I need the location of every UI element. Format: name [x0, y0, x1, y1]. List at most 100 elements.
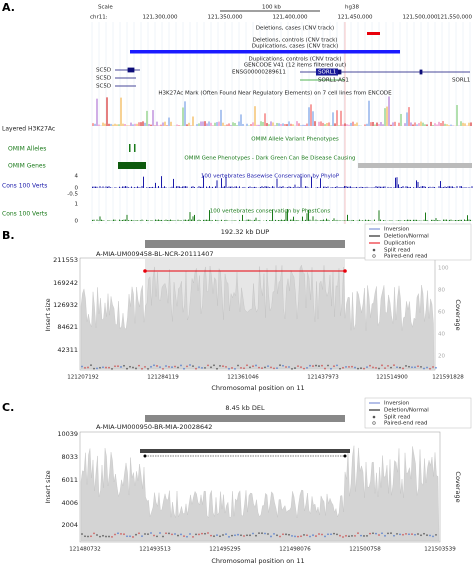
phylop-signal: [206, 186, 207, 188]
h3k27ac-signal: [378, 124, 380, 126]
phastcons-signal: [170, 219, 171, 221]
read-dot: [342, 536, 344, 538]
read-dot: [246, 364, 248, 367]
read-dot: [354, 535, 356, 537]
phylop-signal: [267, 186, 269, 188]
phylop-signal: [410, 186, 411, 188]
panel-label: B.: [2, 229, 15, 242]
phastcons-signal: [410, 219, 411, 221]
phylop-signal: [359, 187, 360, 188]
event-label: 8.45 kb DEL: [225, 404, 265, 412]
phylop-signal: [134, 187, 135, 188]
phylop-signal: [360, 186, 362, 188]
phastcons-signal: [306, 213, 308, 221]
read-dot: [246, 534, 248, 537]
phylop-signal: [143, 176, 144, 188]
phastcons-signal: [399, 220, 401, 221]
read-dot: [387, 532, 389, 535]
h3k27ac-signal: [410, 122, 412, 126]
phastcons-signal: [180, 220, 182, 221]
h3k27ac-signal: [246, 123, 248, 126]
phylop-signal: [354, 187, 356, 188]
h3k27ac-signal: [236, 125, 238, 126]
h3k27ac-signal: [370, 122, 372, 126]
read-dot: [207, 532, 209, 534]
read-dot: [84, 535, 86, 538]
h3k27ac-signal: [346, 124, 348, 126]
h3k27ac-signal: [436, 124, 438, 126]
phastcons-signal: [120, 220, 122, 221]
phastcons-signal: [275, 219, 276, 221]
phastcons-signal: [158, 219, 159, 221]
track-tick: -0.5: [67, 192, 78, 198]
read-dot: [135, 533, 137, 536]
read-dot: [240, 534, 242, 537]
phylop-signal: [276, 178, 278, 188]
phastcons-signal: [234, 220, 236, 221]
phylop-signal: [179, 186, 180, 188]
h3k27ac-signal: [192, 116, 194, 126]
phylop-signal: [429, 186, 431, 188]
h3k27ac-signal: [376, 122, 378, 126]
h3k27ac-signal: [108, 123, 110, 126]
read-dot: [273, 367, 275, 370]
read-dot: [291, 367, 293, 370]
phastcons-signal: [270, 220, 272, 221]
phastcons-signal: [99, 216, 101, 221]
phylop-signal: [122, 186, 123, 188]
phylop-signal: [222, 186, 224, 188]
phastcons-signal: [206, 219, 207, 221]
read-dot: [417, 533, 419, 535]
phylop-signal: [224, 186, 225, 188]
phylop-signal: [165, 187, 167, 188]
read-dot: [348, 366, 350, 368]
read-dot: [318, 365, 320, 367]
phylop-signal: [413, 187, 414, 188]
read-dot: [201, 532, 203, 535]
read-dot: [405, 532, 407, 535]
phylop-signal: [297, 186, 299, 188]
phylop-signal: [155, 182, 156, 188]
h3k27ac-signal: [312, 111, 314, 126]
phastcons-signal: [242, 214, 243, 221]
read-dot: [345, 366, 347, 368]
h3k27ac-signal: [332, 112, 334, 126]
read-dot: [330, 533, 332, 536]
phastcons-signal: [321, 219, 323, 221]
read-dot: [312, 365, 314, 367]
h3k27ac-signal: [284, 124, 286, 126]
read-dot: [210, 366, 212, 369]
read-dot: [351, 365, 353, 368]
panel-label: A.: [2, 1, 15, 14]
h3k27ac-signal: [314, 121, 316, 126]
plot-frame: [79, 431, 441, 543]
phylop-signal: [185, 186, 186, 188]
phastcons-signal: [290, 219, 291, 221]
read-dot: [231, 367, 233, 369]
phastcons-signal: [336, 219, 338, 221]
legend-label: Inversion: [384, 401, 410, 407]
read-dot: [411, 533, 413, 536]
h3k27ac-signal: [142, 121, 144, 126]
phylop-signal: [231, 186, 233, 188]
h3k27ac-signal: [146, 110, 148, 126]
read-dot: [402, 533, 404, 536]
read-dot: [225, 533, 227, 536]
track-title: OMIM Gene Phenotypes - Dark Green Can Be…: [184, 156, 355, 162]
phylop-signal: [330, 187, 332, 188]
phastcons-signal: [398, 220, 399, 221]
h3k27ac-signal: [92, 123, 94, 126]
h3k27ac-signal: [206, 123, 208, 126]
phastcons-signal: [320, 220, 321, 221]
read-dot: [192, 535, 194, 538]
read-dot: [189, 364, 191, 366]
read-dot: [432, 535, 434, 538]
split-read: [343, 269, 347, 273]
read-dot: [327, 364, 329, 367]
read-dot: [378, 534, 380, 536]
read-dot: [282, 533, 284, 536]
omim-gene: [358, 163, 472, 168]
phastcons-signal: [272, 209, 273, 221]
read-dot: [414, 366, 416, 369]
phylop-signal: [468, 187, 470, 188]
